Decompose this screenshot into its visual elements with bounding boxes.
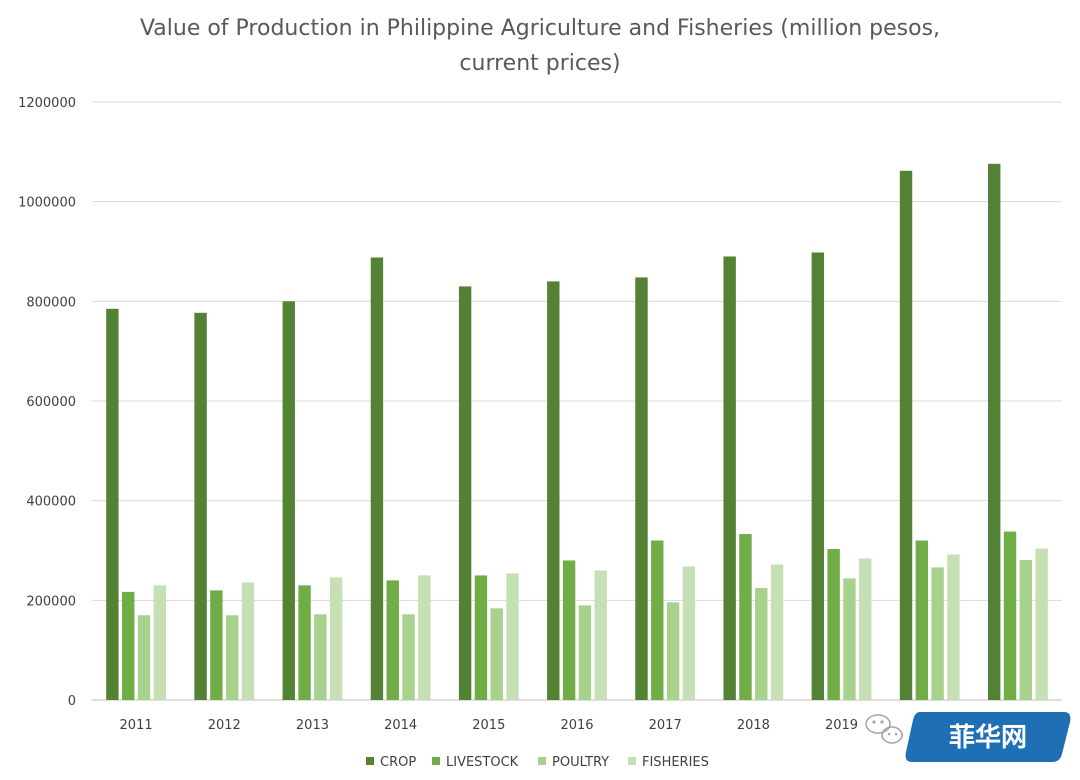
x-tick-label: 2013 [296,718,329,733]
bar-poultry [578,605,592,700]
bar-livestock [915,540,929,700]
watermark: 菲华网 [865,712,1071,762]
x-tick-label: 2017 [649,718,682,733]
bar-livestock [1003,531,1017,700]
bar-fisheries [770,564,784,700]
bar-poultry [402,614,415,700]
bar-poultry [843,578,856,700]
legend-label: FISHERIES [642,755,709,770]
x-tick-label: 2016 [560,718,593,733]
bar-crop [106,308,119,700]
bar-fisheries [947,554,960,700]
bar-fisheries [682,566,696,700]
bar-fisheries [1035,548,1048,700]
legend-item: FISHERIES [628,755,709,770]
bar-crop [458,286,472,700]
watermark-text: 菲华网 [949,722,1027,753]
legend-item: CROP [366,755,416,770]
bar-fisheries [153,585,166,700]
bar-crop [370,257,384,700]
x-tick-label: 2014 [384,718,417,733]
bar-livestock [651,540,664,700]
bar-livestock [474,575,488,700]
y-tick-label: 1000000 [18,196,76,211]
legend-swatch [538,757,546,765]
bar-crop [635,277,648,700]
legend-swatch [366,757,374,765]
y-tick-label: 0 [68,694,76,709]
legend-label: POULTRY [552,755,609,770]
bar-livestock [121,591,135,700]
bar-poultry [225,615,239,700]
legend-swatch [432,757,440,765]
bar-livestock [210,590,223,700]
bar-poultry [490,608,503,700]
x-tick-label: 2012 [208,718,241,733]
watermark-badge [905,712,1071,762]
bar-poultry [755,587,768,700]
legend-item: LIVESTOCK [432,755,519,770]
x-axis-tick-labels: 2011 2012 2013 2014 2015 2016 2017 2018 2019 [120,718,859,733]
y-axis-tick-labels: 0 200000 400000 600000 800000 1000000 1200000 [18,96,76,709]
bar-crop [811,252,825,700]
legend-item: POULTRY [538,755,609,770]
bar-poultry [137,615,151,700]
bar-crop [547,281,560,700]
bar-poultry [1019,559,1033,700]
bar-fisheries [241,582,255,700]
bar-fisheries [418,575,431,700]
bars [106,163,1048,700]
bar-fisheries [506,573,519,700]
bar-crop [988,163,1001,700]
legend-label: CROP [380,755,416,770]
bar-crop [194,312,207,700]
y-tick-label: 600000 [26,395,76,410]
bar-livestock [298,585,311,700]
x-tick-label: 2011 [120,718,153,733]
bar-poultry [314,614,327,700]
bar-crop [723,256,736,700]
bar-livestock [739,534,752,700]
x-tick-label: 2015 [472,718,505,733]
bar-poultry [931,567,944,700]
bar-crop [282,301,295,700]
legend-label: LIVESTOCK [446,755,519,770]
bar-poultry [666,602,680,700]
y-tick-label: 800000 [26,295,76,310]
x-tick-label: 2018 [737,718,770,733]
x-tick-label: 2019 [825,718,858,733]
bar-livestock [562,560,576,700]
y-tick-label: 200000 [26,594,76,609]
bar-fisheries [594,570,607,700]
legend-swatch [628,757,636,765]
chart-title-line-1: Value of Production in Philippine Agricu… [140,16,940,41]
y-tick-label: 400000 [26,495,76,510]
bar-fisheries [329,577,343,700]
bar-crop [899,170,913,700]
wechat-icon [865,714,903,744]
chart-title-line-2: current prices) [459,51,620,76]
y-tick-label: 1200000 [18,96,76,111]
bar-livestock [827,549,840,700]
chart-title: Value of Production in Philippine Agricu… [140,16,940,76]
legend: CROP LIVESTOCK POULTRY FISHERIES [366,755,709,770]
bar-fisheries [859,558,872,700]
bar-livestock [386,580,399,700]
